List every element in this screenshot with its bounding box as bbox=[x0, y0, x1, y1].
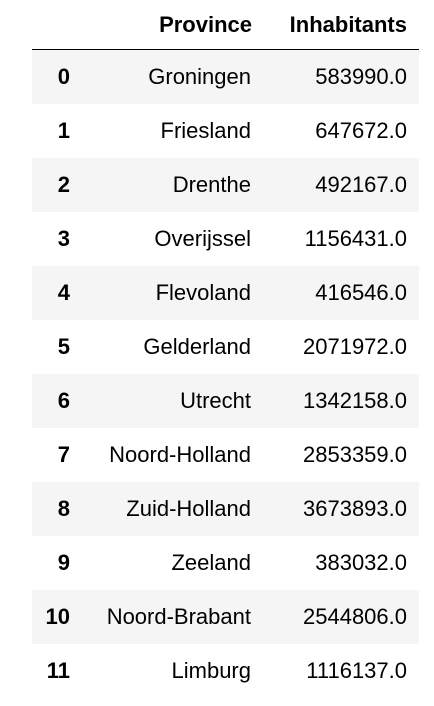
table-row: 7 Noord-Holland 2853359.0 bbox=[32, 428, 419, 482]
province-cell: Groningen bbox=[89, 49, 264, 104]
province-cell: Noord-Holland bbox=[89, 428, 264, 482]
inhabitants-column-header: Inhabitants bbox=[264, 0, 419, 50]
inhabitants-cell: 647672.0 bbox=[264, 104, 419, 158]
row-index: 0 bbox=[32, 49, 89, 104]
table-row: 10 Noord-Brabant 2544806.0 bbox=[32, 590, 419, 644]
table-row: 3 Overijssel 1156431.0 bbox=[32, 212, 419, 266]
province-cell: Limburg bbox=[89, 644, 264, 698]
province-column-header: Province bbox=[89, 0, 264, 50]
row-index: 4 bbox=[32, 266, 89, 320]
inhabitants-cell: 1342158.0 bbox=[264, 374, 419, 428]
inhabitants-cell: 1156431.0 bbox=[264, 212, 419, 266]
inhabitants-cell: 3673893.0 bbox=[264, 482, 419, 536]
province-cell: Zuid-Holland bbox=[89, 482, 264, 536]
row-index: 2 bbox=[32, 158, 89, 212]
table-row: 11 Limburg 1116137.0 bbox=[32, 644, 419, 698]
table-row: 9 Zeeland 383032.0 bbox=[32, 536, 419, 590]
table-body: 0 Groningen 583990.0 1 Friesland 647672.… bbox=[32, 49, 419, 698]
table-row: 8 Zuid-Holland 3673893.0 bbox=[32, 482, 419, 536]
province-cell: Friesland bbox=[89, 104, 264, 158]
row-index: 1 bbox=[32, 104, 89, 158]
table-row: 5 Gelderland 2071972.0 bbox=[32, 320, 419, 374]
province-cell: Utrecht bbox=[89, 374, 264, 428]
row-index: 11 bbox=[32, 644, 89, 698]
inhabitants-cell: 583990.0 bbox=[264, 49, 419, 104]
inhabitants-cell: 2853359.0 bbox=[264, 428, 419, 482]
row-index: 6 bbox=[32, 374, 89, 428]
row-index: 10 bbox=[32, 590, 89, 644]
row-index: 9 bbox=[32, 536, 89, 590]
province-cell: Overijssel bbox=[89, 212, 264, 266]
table-row: 1 Friesland 647672.0 bbox=[32, 104, 419, 158]
header-row: Province Inhabitants bbox=[32, 0, 419, 50]
row-index: 7 bbox=[32, 428, 89, 482]
index-column-header bbox=[32, 0, 89, 50]
table-row: 2 Drenthe 492167.0 bbox=[32, 158, 419, 212]
province-cell: Noord-Brabant bbox=[89, 590, 264, 644]
inhabitants-cell: 492167.0 bbox=[264, 158, 419, 212]
province-cell: Gelderland bbox=[89, 320, 264, 374]
inhabitants-cell: 383032.0 bbox=[264, 536, 419, 590]
inhabitants-cell: 2071972.0 bbox=[264, 320, 419, 374]
table-row: 4 Flevoland 416546.0 bbox=[32, 266, 419, 320]
inhabitants-cell: 1116137.0 bbox=[264, 644, 419, 698]
row-index: 3 bbox=[32, 212, 89, 266]
dataframe-table: Province Inhabitants 0 Groningen 583990.… bbox=[32, 0, 419, 698]
table-row: 0 Groningen 583990.0 bbox=[32, 49, 419, 104]
table-row: 6 Utrecht 1342158.0 bbox=[32, 374, 419, 428]
province-cell: Zeeland bbox=[89, 536, 264, 590]
province-cell: Drenthe bbox=[89, 158, 264, 212]
inhabitants-cell: 416546.0 bbox=[264, 266, 419, 320]
row-index: 5 bbox=[32, 320, 89, 374]
table-header: Province Inhabitants bbox=[32, 0, 419, 50]
inhabitants-cell: 2544806.0 bbox=[264, 590, 419, 644]
province-cell: Flevoland bbox=[89, 266, 264, 320]
row-index: 8 bbox=[32, 482, 89, 536]
